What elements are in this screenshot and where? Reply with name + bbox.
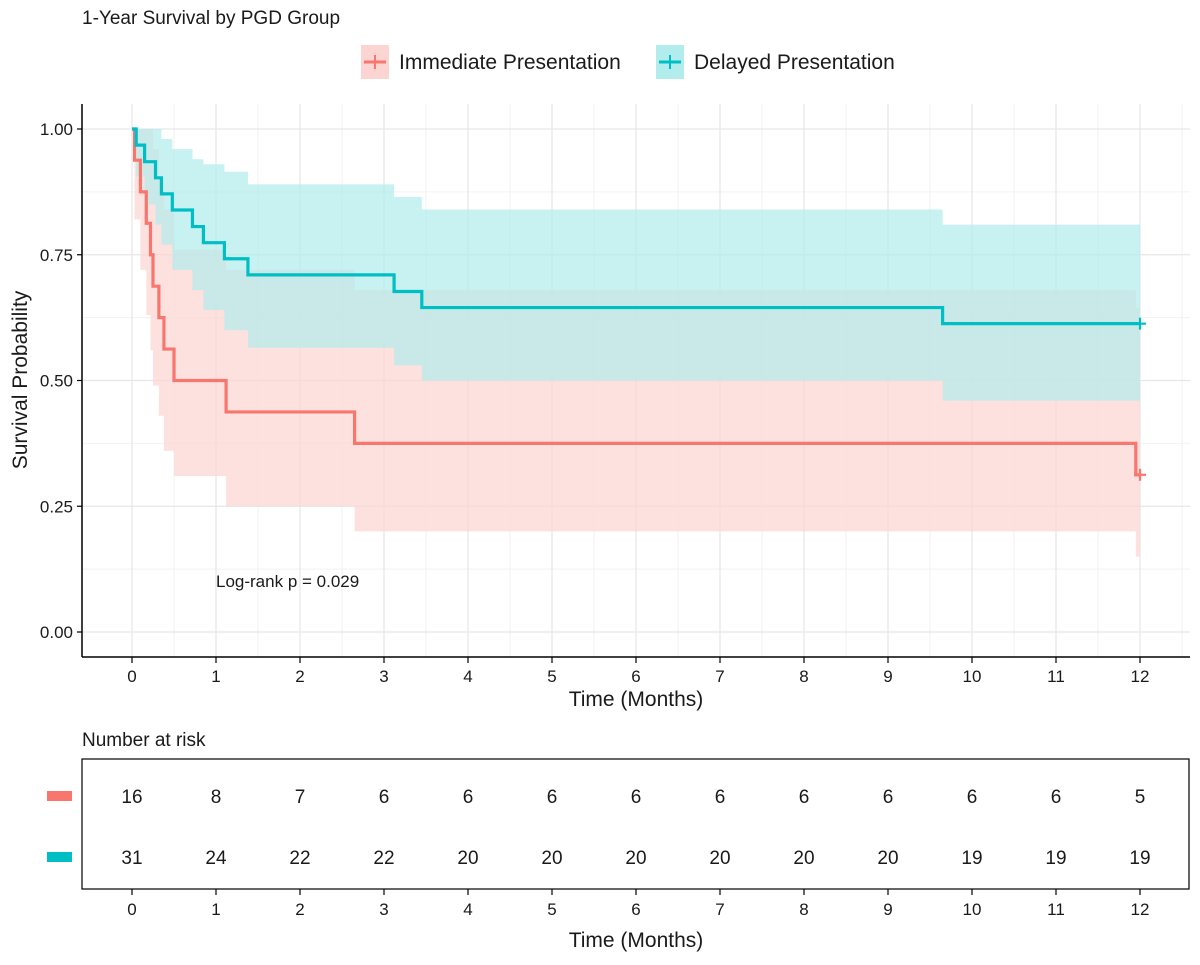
risk-count-cell: 6 — [1051, 787, 1062, 808]
risk-row-key-delayed — [47, 852, 72, 862]
x-tick-label: 3 — [379, 667, 388, 686]
risk-count-cell: 6 — [967, 787, 978, 808]
legend-label-immediate: Immediate Presentation — [399, 51, 621, 74]
y-tick-label: 0.00 — [40, 623, 73, 642]
x-tick-label: 1 — [211, 667, 220, 686]
risk-count-cell: 5 — [1135, 787, 1146, 808]
risk-count-cell: 6 — [883, 787, 894, 808]
legend: Immediate Presentation Delayed Presentat… — [361, 45, 895, 79]
x-ticks: 0 1 2 3 4 5 6 7 8 9 10 11 12 — [127, 657, 1149, 686]
risk-count-cell: 22 — [289, 848, 310, 869]
risk-count-cell: 6 — [715, 787, 726, 808]
x-tick-label: 10 — [963, 667, 982, 686]
risk-x-tick-label: 3 — [379, 900, 388, 919]
x-tick-label: 8 — [799, 667, 808, 686]
confidence-bands — [132, 129, 1140, 557]
risk-row-key-immediate — [47, 791, 72, 801]
risk-table-keys — [47, 791, 72, 862]
risk-count-cell: 20 — [877, 848, 898, 869]
survival-curve-delayed — [132, 127, 1140, 326]
chart-title: 1-Year Survival by PGD Group — [82, 8, 340, 29]
y-axis-label: Survival Probability — [9, 290, 32, 469]
risk-table-cells: 16 8 7 6 6 6 6 6 6 6 6 6 5 31 24 22 22 20 20 20 20 20 20 19 19 19 — [121, 787, 1150, 869]
risk-count-cell: 22 — [373, 848, 394, 869]
risk-x-tick-label: 11 — [1047, 900, 1065, 919]
survival-curve-immediate — [132, 127, 1140, 477]
y-tick-label: 0.25 — [40, 497, 73, 516]
risk-x-tick-label: 12 — [1131, 900, 1150, 919]
risk-count-cell: 20 — [541, 848, 562, 869]
x-tick-label: 0 — [127, 667, 136, 686]
x-axis-label: Time (Months) — [569, 688, 704, 711]
risk-count-cell: 19 — [1045, 848, 1066, 869]
survival-curves — [132, 127, 1140, 477]
risk-count-cell: 8 — [211, 787, 222, 808]
risk-count-cell: 24 — [205, 848, 227, 869]
risk-count-cell: 20 — [625, 848, 646, 869]
risk-x-tick-label: 6 — [631, 900, 640, 919]
log-rank-annotation: Log-rank p = 0.029 — [216, 572, 359, 591]
risk-count-cell: 6 — [631, 787, 642, 808]
x-tick-label: 11 — [1047, 667, 1065, 686]
x-tick-label: 9 — [883, 667, 892, 686]
x-tick-label: 7 — [715, 667, 724, 686]
risk-x-tick-label: 7 — [715, 900, 724, 919]
y-tick-label: 0.50 — [40, 372, 73, 391]
x-tick-label: 12 — [1131, 667, 1150, 686]
risk-x-tick-label: 9 — [883, 900, 892, 919]
risk-table-title: Number at risk — [82, 730, 206, 751]
risk-x-tick-label: 0 — [127, 900, 136, 919]
risk-count-cell: 16 — [121, 787, 142, 808]
risk-table-x-axis-label: Time (Months) — [569, 929, 704, 952]
risk-x-tick-label: 4 — [463, 900, 472, 919]
legend-label-delayed: Delayed Presentation — [694, 51, 895, 74]
risk-count-cell: 6 — [379, 787, 390, 808]
risk-count-cell: 6 — [547, 787, 558, 808]
risk-count-cell: 19 — [961, 848, 982, 869]
risk-x-tick-label: 8 — [799, 900, 808, 919]
legend-item-immediate: Immediate Presentation — [361, 45, 621, 79]
risk-count-cell: 6 — [799, 787, 810, 808]
risk-count-cell: 19 — [1129, 848, 1150, 869]
y-ticks: 0.00 0.25 0.50 0.75 1.00 — [40, 120, 82, 642]
risk-x-tick-label: 1 — [211, 900, 220, 919]
risk-x-tick-label: 5 — [547, 900, 556, 919]
y-tick-label: 0.75 — [40, 246, 73, 265]
censor-marks — [1134, 317, 1146, 481]
censor-mark — [1134, 468, 1146, 481]
y-tick-label: 1.00 — [40, 120, 73, 139]
risk-table-x-ticks: 0 1 2 3 4 5 6 7 8 9 10 11 12 — [127, 889, 1149, 919]
risk-count-cell: 7 — [295, 787, 306, 808]
risk-count-cell: 20 — [457, 848, 478, 869]
legend-item-delayed: Delayed Presentation — [656, 45, 895, 79]
x-tick-label: 2 — [295, 667, 304, 686]
risk-x-tick-label: 2 — [295, 900, 304, 919]
risk-count-cell: 20 — [793, 848, 814, 869]
censor-mark — [1134, 317, 1146, 330]
risk-count-cell: 6 — [463, 787, 474, 808]
risk-x-tick-label: 10 — [963, 900, 982, 919]
x-tick-label: 4 — [463, 667, 472, 686]
x-tick-label: 5 — [547, 667, 556, 686]
confidence-band-delayed — [132, 129, 1140, 401]
risk-count-cell: 31 — [121, 848, 142, 869]
x-tick-label: 6 — [631, 667, 640, 686]
risk-count-cell: 20 — [709, 848, 730, 869]
